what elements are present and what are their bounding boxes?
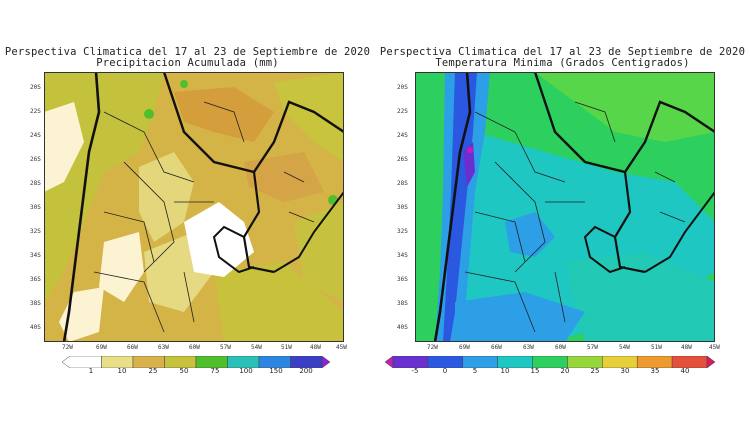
colorbar-label: 20 xyxy=(560,367,570,375)
lon-label: 66W xyxy=(491,344,502,351)
lat-label: 26S xyxy=(30,156,41,163)
lon-label: 57W xyxy=(587,344,598,351)
temp-subtitle: Temperatura Minima (Grados Centigrados) xyxy=(435,57,690,69)
lat-label: 38S xyxy=(30,300,41,307)
colorbar-label: 25 xyxy=(590,367,600,375)
temperature-panel: Perspectiva Climatica del 17 al 23 de Se… xyxy=(375,0,750,422)
colorbar-label: 40 xyxy=(680,367,690,375)
lat-label: 20S xyxy=(30,84,41,91)
lon-label: 69W xyxy=(459,344,470,351)
colorbar-label: 35 xyxy=(650,367,660,375)
lat-label: 30S xyxy=(30,204,41,211)
lat-label: 20S xyxy=(397,84,408,91)
lon-label: 69W xyxy=(96,344,107,351)
lat-label: 28S xyxy=(30,180,41,187)
precip-colorbar xyxy=(62,356,330,368)
colorbar-label: 5 xyxy=(472,367,478,375)
lon-label: 60W xyxy=(189,344,200,351)
colorbar-label: 75 xyxy=(210,367,220,375)
lon-label: 63W xyxy=(523,344,534,351)
precipitation-panel: Perspectiva Climatica del 17 al 23 de Se… xyxy=(4,46,371,376)
colorbar-label: 0 xyxy=(442,367,448,375)
temp-title: Perspectiva Climatica del 17 al 23 de Se… xyxy=(379,46,746,58)
colorbar-swatch xyxy=(321,356,330,368)
colorbar-swatch xyxy=(462,356,498,368)
colorbar-label: 30 xyxy=(620,367,630,375)
lat-label: 36S xyxy=(397,276,408,283)
lon-label: 60W xyxy=(555,344,566,351)
lon-label: 54W xyxy=(251,344,262,351)
precipitation-map xyxy=(44,72,344,342)
colorbar-label: 15 xyxy=(530,367,540,375)
lat-label: 24S xyxy=(30,132,41,139)
lat-label: 30S xyxy=(397,204,408,211)
lon-label: 57W xyxy=(220,344,231,351)
lat-label: 32S xyxy=(30,228,41,235)
colorbar-label: 100 xyxy=(239,367,253,375)
lon-label: 66W xyxy=(127,344,138,351)
lat-label: 36S xyxy=(30,276,41,283)
colorbar-label: 25 xyxy=(148,367,158,375)
lat-label: 40S xyxy=(397,324,408,331)
colorbar-swatch xyxy=(62,356,102,368)
lon-label: 63W xyxy=(158,344,169,351)
lon-label: 51W xyxy=(281,344,292,351)
temp-colorbar xyxy=(385,356,715,368)
lat-label: 28S xyxy=(397,180,408,187)
lat-label: 40S xyxy=(30,324,41,331)
lat-label: 32S xyxy=(397,228,408,235)
colorbar-label: 50 xyxy=(179,367,189,375)
lon-label: 72W xyxy=(427,344,438,351)
lat-label: 26S xyxy=(397,156,408,163)
colorbar-swatch xyxy=(385,356,394,368)
lat-label: 34S xyxy=(30,252,41,259)
colorbar-label: -5 xyxy=(411,367,419,375)
precip-title: Perspectiva Climatica del 17 al 23 de Se… xyxy=(4,46,371,58)
temperature-map xyxy=(415,72,715,342)
colorbar-swatch xyxy=(392,356,429,368)
lat-label: 24S xyxy=(397,132,408,139)
colorbar-swatch xyxy=(706,356,715,368)
precip-subtitle: Precipitacion Acumulada (mm) xyxy=(96,57,279,69)
lon-label: 45W xyxy=(336,344,347,351)
colorbar-label: 200 xyxy=(299,367,313,375)
lon-label: 72W xyxy=(62,344,73,351)
colorbar-label: 150 xyxy=(269,367,283,375)
lon-label: 45W xyxy=(709,344,720,351)
lon-label: 48W xyxy=(681,344,692,351)
lat-label: 22S xyxy=(397,108,408,115)
colorbar-swatch xyxy=(671,356,708,368)
lat-label: 38S xyxy=(397,300,408,307)
colorbar-label: 1 xyxy=(88,367,94,375)
lat-label: 22S xyxy=(30,108,41,115)
lon-label: 54W xyxy=(619,344,630,351)
lon-label: 51W xyxy=(651,344,662,351)
colorbar-label: 10 xyxy=(500,367,510,375)
lat-label: 34S xyxy=(397,252,408,259)
lon-label: 48W xyxy=(310,344,321,351)
colorbar-label: 10 xyxy=(117,367,127,375)
